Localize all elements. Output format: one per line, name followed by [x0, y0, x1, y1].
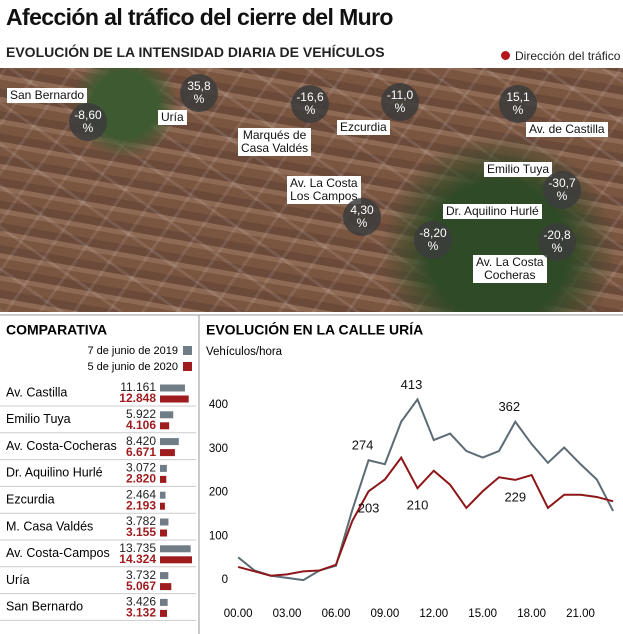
x-tick-label: 09.00: [370, 608, 399, 620]
pin-icon: [500, 50, 511, 61]
panel-title: EVOLUCIÓN EN LA CALLE URÍA: [206, 321, 423, 338]
category-label: Av. Costa-Campos: [6, 546, 110, 560]
bar: [160, 422, 170, 430]
bar: [160, 475, 167, 483]
data-label: 210: [407, 498, 429, 513]
value-label: 11.161: [120, 380, 156, 394]
map-legend: Dirección del tráfico: [500, 49, 620, 63]
bar: [160, 556, 192, 564]
map-label: Emilio Tuya: [484, 162, 553, 177]
value-label: 3.155: [126, 525, 156, 539]
category-label: M. Casa Valdés: [6, 519, 93, 533]
y-axis-label: Vehículos/hora: [206, 346, 283, 358]
x-tick-label: 03.00: [273, 608, 302, 620]
change-badge: 35,8 %: [180, 74, 218, 112]
y-tick-label: 300: [209, 443, 228, 455]
data-label: 203: [358, 501, 380, 516]
bar: [160, 502, 165, 510]
y-tick-label: 400: [209, 399, 228, 411]
category-label: Av. Costa-Cocheras: [6, 439, 117, 453]
value-label: 5.922: [126, 407, 156, 421]
y-tick-label: 200: [209, 487, 228, 499]
line: [237, 397, 614, 582]
bar: [160, 529, 168, 537]
category-label: Uría: [6, 573, 30, 587]
value-label: 2.464: [126, 487, 156, 501]
legend-text: Dirección del tráfico: [515, 49, 621, 63]
bar: [160, 518, 169, 526]
change-badge: -20,8 %: [538, 223, 576, 261]
data-label: 274: [352, 438, 374, 453]
line: [237, 455, 614, 577]
x-tick-label: 18.00: [517, 608, 546, 620]
value-label: 3.072: [126, 461, 156, 475]
value-label: 5.067: [126, 579, 156, 593]
legend-swatch: [183, 346, 192, 355]
x-tick-label: 12.00: [419, 608, 448, 620]
value-label: 8.420: [126, 434, 156, 448]
charts: COMPARATIVA 7 de junio de 2019 5 de junio …: [0, 314, 623, 634]
bar: [160, 491, 166, 499]
change-badge: -16,6 %: [291, 85, 329, 123]
change-badge: -11,0 %: [381, 83, 419, 121]
value-label: 13.735: [119, 541, 156, 555]
value-label: 2.820: [126, 472, 156, 486]
legend-label: 7 de junio de 2019: [87, 345, 178, 357]
x-tick-label: 21.00: [566, 608, 595, 620]
title: Afección al tráfico del cierre del Muro: [6, 4, 393, 30]
value-label: 2.193: [126, 498, 156, 512]
category-label: Ezcurdia: [6, 492, 55, 506]
change-badge: -8,60 %: [69, 103, 107, 141]
legend-label: 5 de junio de 2020: [87, 361, 178, 373]
bar: [160, 545, 191, 553]
bar: [160, 395, 189, 403]
map-label: Ezcurdia: [337, 120, 390, 135]
bar: [160, 572, 169, 580]
x-tick-label: 15.00: [468, 608, 497, 620]
map-label: Av. de Castilla: [526, 122, 608, 137]
change-badge: -30,7 %: [543, 171, 581, 209]
map-label: Av. La Costa Los Campos: [287, 176, 361, 204]
category-label: Dr. Aquilino Hurlé: [6, 466, 103, 480]
satellite-map: San Bernardo Uría Marqués de Casa Valdés Ez…: [0, 68, 623, 312]
y-tick-label: 0: [222, 574, 228, 586]
change-badge: 15,1 %: [499, 85, 537, 123]
map-label: Av. La Costa Cocheras: [473, 255, 547, 283]
x-tick-label: 06.00: [322, 608, 351, 620]
bar: [160, 438, 179, 446]
bar: [160, 411, 174, 419]
bar: [160, 464, 167, 472]
category-label: San Bernardo: [6, 600, 83, 614]
value-label: 3.132: [126, 606, 156, 620]
panel-title: COMPARATIVA: [6, 322, 107, 338]
legend-swatch: [183, 362, 192, 371]
data-label: 229: [504, 489, 526, 504]
value-label: 6.671: [126, 445, 156, 459]
map-label: Dr. Aquilino Hurlé: [443, 204, 542, 219]
bar: [160, 583, 172, 591]
x-tick-label: 00.00: [224, 608, 253, 620]
value-label: 3.782: [126, 514, 156, 528]
category-label: Emilio Tuya: [6, 412, 71, 426]
change-badge: -8,20 %: [414, 221, 452, 259]
value-label: 3.732: [126, 568, 156, 582]
data-label: 413: [401, 377, 423, 392]
bar: [160, 384, 185, 392]
map-subtitle: EVOLUCIÓN DE LA INTENSIDAD DIARIA DE VEH…: [6, 44, 385, 60]
map-label: Marqués de Casa Valdés: [238, 128, 312, 156]
category-label: Av. Castilla: [6, 385, 67, 399]
value-label: 12.848: [119, 391, 156, 405]
value-label: 3.426: [126, 595, 156, 609]
value-label: 4.106: [126, 418, 156, 432]
value-label: 14.324: [119, 552, 156, 566]
map-label: San Bernardo: [7, 88, 88, 103]
map-label: Uría: [158, 110, 187, 125]
bar: [160, 598, 168, 606]
data-label: 362: [498, 399, 520, 414]
bar: [160, 449, 175, 457]
y-tick-label: 100: [209, 530, 228, 542]
change-badge: 4,30 %: [343, 198, 381, 236]
bar: [160, 609, 167, 617]
